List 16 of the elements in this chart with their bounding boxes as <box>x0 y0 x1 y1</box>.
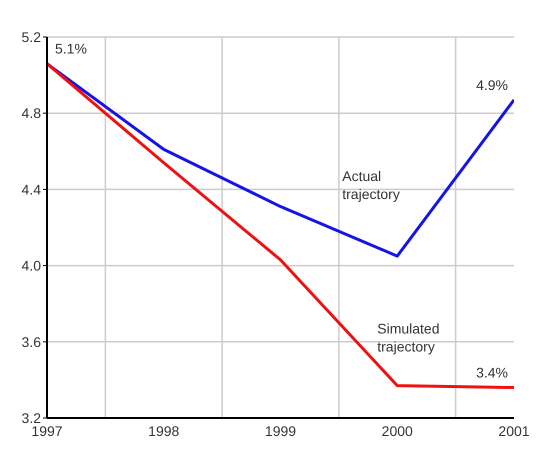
line-series <box>47 62 514 258</box>
x-tick-label: 2000 <box>382 422 414 439</box>
y-tick-label: 4.4 <box>22 181 42 198</box>
y-tick-label: 5.2 <box>22 28 42 45</box>
text: Actual trajectory <box>342 168 400 202</box>
y-tick-label: 4.8 <box>22 105 42 122</box>
annotation: 4.9% <box>476 76 508 93</box>
x-tick-label: 2001 <box>498 422 530 439</box>
x-tick-label: 1999 <box>264 422 296 439</box>
line-series <box>47 62 514 390</box>
y-tick-label: 4.0 <box>22 258 42 274</box>
annotation: 5.1% <box>55 40 87 57</box>
series-label: Simulated trajectory <box>377 320 440 355</box>
annotation: 3.4% <box>476 364 508 381</box>
x-tick-label: 1998 <box>148 422 180 439</box>
y-tick-label: 3.6 <box>22 334 42 350</box>
